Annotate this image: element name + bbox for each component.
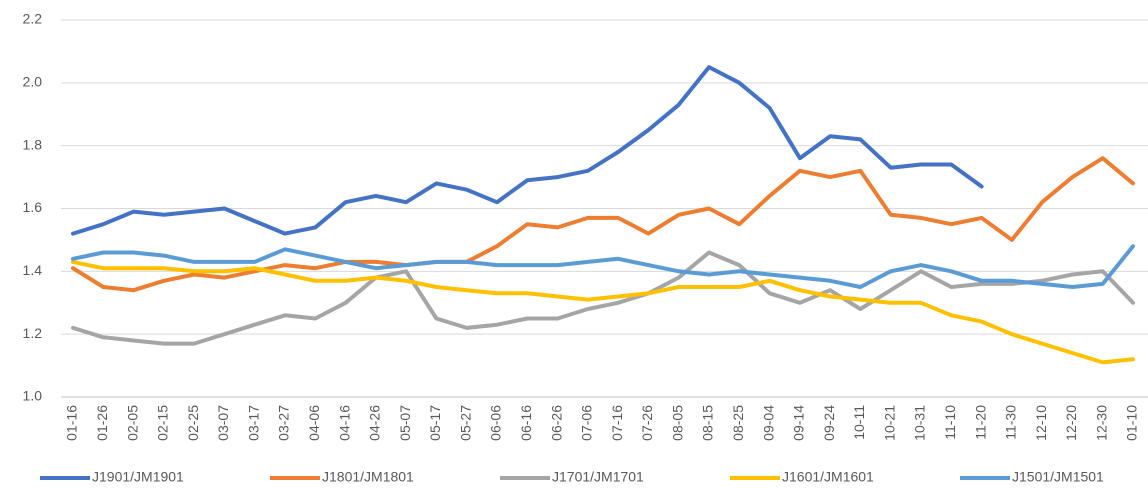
x-tick-label: 08-05 — [669, 405, 685, 441]
series-line — [71, 250, 1135, 346]
x-tick-label: 11-20 — [972, 405, 988, 440]
legend-label: J1901/JM1901 — [92, 469, 184, 485]
legend-label: J1701/JM1701 — [552, 469, 644, 485]
x-tick-label: 12-10 — [1033, 405, 1049, 441]
y-tick-label: 1.0 — [23, 388, 43, 404]
x-tick-label: 06-16 — [518, 405, 534, 441]
x-tick-label: 10-31 — [912, 405, 928, 441]
series-line — [71, 156, 1135, 293]
y-tick-label: 2.2 — [23, 11, 43, 27]
x-tick-label: 12-30 — [1093, 405, 1109, 441]
x-tick-label: 03-17 — [245, 405, 261, 441]
x-tick-label: 07-06 — [579, 405, 595, 441]
x-tick-label: 02-05 — [124, 405, 140, 441]
x-tick-label: 08-15 — [700, 405, 716, 441]
x-tick-label: 12-20 — [1063, 405, 1079, 441]
y-tick-label: 1.6 — [23, 199, 43, 215]
x-tick-label: 01-26 — [94, 405, 110, 441]
x-tick-label: 02-15 — [155, 405, 171, 441]
x-tick-label: 02-25 — [185, 405, 201, 441]
y-tick-label: 2.0 — [23, 74, 43, 90]
x-tick-label: 04-16 — [336, 405, 352, 441]
x-tick-label: 03-27 — [276, 405, 292, 441]
x-tick-label: 11-10 — [942, 405, 958, 440]
x-tick-label: 01-10 — [1124, 405, 1140, 441]
series-line — [71, 65, 984, 236]
x-tick-label: 09-04 — [760, 405, 776, 441]
y-tick-label: 1.8 — [23, 136, 43, 152]
x-tick-label: 01-16 — [64, 405, 80, 441]
legend-label: J1801/JM1801 — [322, 469, 414, 485]
x-tick-label: 05-07 — [397, 405, 413, 441]
x-tick-label: 11-30 — [1003, 405, 1019, 440]
x-tick-label: 06-06 — [488, 405, 504, 441]
x-tick-label: 04-06 — [306, 405, 322, 441]
x-tick-label: 10-21 — [881, 405, 897, 441]
x-tick-label: 08-25 — [730, 405, 746, 441]
x-tick-label: 04-26 — [367, 405, 383, 441]
series-line — [71, 244, 1135, 289]
x-tick-label: 05-27 — [457, 405, 473, 441]
y-tick-label: 1.4 — [23, 262, 43, 278]
x-tick-label: 06-26 — [548, 405, 564, 441]
y-tick-label: 1.2 — [23, 325, 43, 341]
x-tick-label: 03-07 — [215, 405, 231, 441]
x-tick-label: 10-11 — [851, 405, 867, 440]
legend-label: J1601/JM1601 — [782, 469, 874, 485]
x-tick-label: 09-14 — [791, 405, 807, 441]
series-line — [71, 259, 1135, 365]
legend-label: J1501/JM1501 — [1012, 469, 1104, 485]
x-tick-label: 07-16 — [609, 405, 625, 441]
x-tick-label: 09-24 — [821, 405, 837, 441]
x-tick-label: 07-26 — [639, 405, 655, 441]
x-tick-label: 05-17 — [427, 405, 443, 441]
